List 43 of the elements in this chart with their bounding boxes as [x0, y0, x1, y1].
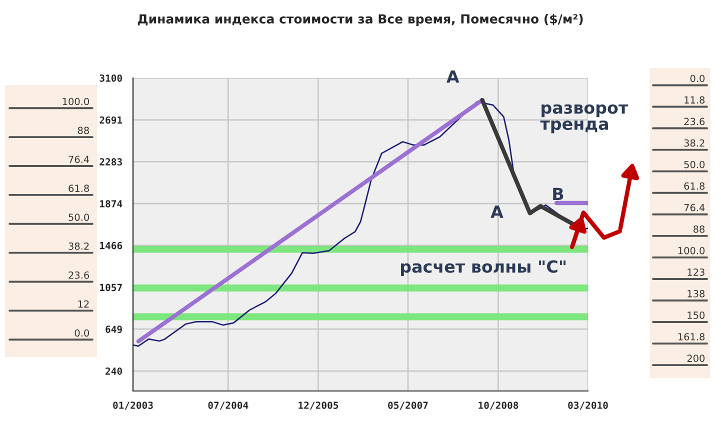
y-tick-label: 1466	[100, 242, 122, 250]
x-tick-label: 12/2005	[298, 402, 338, 410]
text: 88	[693, 225, 705, 233]
annotation: A	[490, 206, 504, 218]
text: 61.8	[684, 182, 705, 190]
y-tick-label: 1057	[100, 284, 122, 292]
y-tick-label: 2283	[100, 158, 122, 166]
text: 50.0	[684, 160, 705, 168]
text: 23.6	[684, 118, 705, 126]
text: 76.4	[684, 204, 705, 212]
annotation: B	[553, 188, 564, 200]
y-tick-label: 3100	[100, 74, 122, 82]
text: 61.8	[68, 184, 89, 192]
y-tick-label: 2691	[100, 116, 122, 124]
text: 100.0	[678, 246, 705, 254]
annotation: A	[446, 70, 460, 83]
text: 50.0	[68, 214, 89, 221]
text: 150	[688, 312, 705, 319]
text: 76.4	[68, 156, 90, 164]
y-tick-label: 240	[106, 368, 122, 375]
x-tick-label: 05/2007	[388, 402, 428, 410]
chart-title: Динамика индекса стоимости за Все время, Помесячно ($/м²)	[138, 14, 583, 26]
text: 23.6	[68, 271, 90, 279]
text: 123	[688, 268, 704, 276]
text: 0.0	[690, 74, 705, 82]
text: 100.0	[62, 98, 89, 106]
text: 11.8	[684, 96, 705, 104]
annotation: расчет волны "C"	[401, 260, 566, 276]
text: 88	[78, 126, 89, 134]
x-tick-label: 07/2004	[208, 402, 248, 410]
annotation: разворот тренда	[540, 104, 628, 134]
text: 0.0	[74, 329, 89, 337]
text: 38.2	[684, 139, 704, 147]
text: 200	[687, 354, 705, 362]
text: 38.2	[68, 242, 89, 250]
text: 12	[78, 300, 89, 308]
x-tick-label: 01/2003	[113, 402, 153, 410]
y-tick-label: 1874	[100, 200, 122, 208]
y-tick-label: 649	[106, 326, 122, 333]
x-tick-label: 03/2010	[568, 402, 608, 410]
x-tick-label: 10/2008	[478, 402, 518, 410]
text: 161.8	[678, 333, 705, 340]
text: 138	[688, 290, 705, 298]
